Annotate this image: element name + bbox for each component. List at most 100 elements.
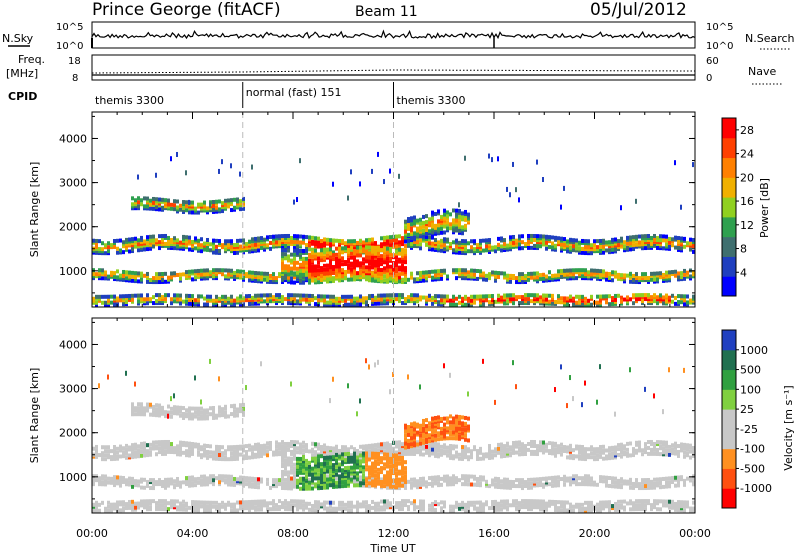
heatmap-cell (386, 476, 389, 481)
heatmap-cell (365, 269, 368, 274)
heatmap-cell (125, 294, 128, 299)
heatmap-cell (491, 270, 494, 275)
heatmap-cell (380, 477, 383, 482)
heatmap-cell (149, 499, 152, 504)
heatmap-cell (614, 237, 617, 242)
heatmap-cell (299, 268, 302, 273)
heatmap-cell (632, 277, 635, 282)
heatmap-cell (188, 475, 191, 480)
heatmap-cell (359, 459, 362, 464)
heatmap-cell (365, 271, 368, 276)
heatmap-cell (215, 244, 218, 249)
heatmap-cell (350, 453, 353, 458)
y-tick-label: 4000 (59, 132, 87, 145)
heatmap-cell (548, 270, 551, 275)
heatmap-cell (290, 239, 293, 244)
heatmap-cell (230, 455, 233, 460)
heatmap-cell (164, 241, 167, 246)
heatmap-cell (329, 469, 332, 474)
heatmap-cell (125, 443, 128, 448)
heatmap-cell (266, 481, 269, 486)
heatmap-cell (263, 271, 266, 276)
heatmap-cell (386, 279, 389, 284)
heatmap-cell (380, 442, 383, 447)
heatmap-cell (182, 406, 185, 411)
heatmap-cell (254, 278, 257, 283)
heatmap-cell (221, 159, 223, 165)
heatmap-cell (152, 295, 155, 300)
heatmap-cell (590, 268, 593, 273)
heatmap-cell (161, 440, 164, 445)
heatmap-cell (314, 302, 317, 307)
heatmap-cell (635, 272, 638, 277)
heatmap-cell (386, 272, 389, 277)
heatmap-cell (230, 245, 233, 250)
heatmap-cell (500, 271, 503, 276)
heatmap-cell (512, 293, 515, 298)
heatmap-cell (530, 299, 533, 304)
heatmap-cell (98, 508, 101, 513)
heatmap-cell (521, 246, 524, 251)
heatmap-cell (233, 449, 236, 454)
heatmap-cell (173, 207, 176, 212)
heatmap-cell (137, 479, 140, 484)
heatmap-cell (605, 240, 608, 245)
heatmap-cell (323, 447, 326, 452)
heatmap-cell (329, 455, 332, 460)
heatmap-cell (464, 217, 467, 222)
heatmap-cell (509, 297, 512, 302)
heatmap-cell (341, 500, 344, 505)
heatmap-cell (428, 241, 431, 246)
heatmap-cell (323, 467, 326, 472)
heatmap-cell (395, 461, 398, 466)
heatmap-cell (368, 481, 371, 486)
heatmap-cell (512, 161, 514, 167)
heatmap-cell (287, 478, 290, 483)
heatmap-cell (353, 465, 356, 470)
heatmap-cell (584, 296, 587, 301)
heatmap-cell (227, 272, 230, 277)
heatmap-cell (452, 268, 455, 273)
heatmap-cell (200, 272, 203, 277)
heatmap-cell (284, 454, 287, 459)
heatmap-cell (356, 275, 359, 280)
heatmap-cell (305, 297, 308, 302)
heatmap-cell (365, 483, 368, 488)
heatmap-cell (293, 275, 296, 280)
heatmap-cell (206, 449, 209, 454)
heatmap-cell (455, 268, 458, 273)
heatmap-cell (530, 271, 533, 276)
heatmap-cell (131, 278, 134, 283)
heatmap-cell (131, 293, 134, 298)
heatmap-cell (419, 225, 422, 230)
heatmap-cell (323, 294, 326, 299)
heatmap-cell (302, 452, 305, 457)
heatmap-cell (383, 462, 386, 467)
heatmap-cell (272, 234, 275, 239)
heatmap-cell (200, 202, 203, 207)
heatmap-cell (530, 233, 533, 238)
heatmap-cell (236, 413, 239, 418)
heatmap-cell (494, 249, 497, 254)
heatmap-cell (404, 466, 407, 471)
heatmap-cell (236, 238, 239, 243)
heatmap-cell (275, 484, 278, 489)
heatmap-cell (149, 486, 152, 491)
heatmap-cell (146, 297, 149, 302)
heatmap-cell (236, 242, 239, 247)
heatmap-cell (149, 446, 152, 451)
heatmap-cell (149, 297, 152, 302)
heatmap-cell (116, 500, 119, 505)
heatmap-cell (677, 271, 680, 276)
heatmap-cell (224, 502, 227, 507)
heatmap-cell (347, 451, 350, 456)
heatmap-cell (440, 294, 443, 299)
heatmap-cell (404, 503, 407, 508)
heatmap-cell (401, 251, 404, 256)
heatmap-cell (275, 276, 278, 281)
heatmap-cell (458, 214, 461, 219)
heatmap-cell (563, 185, 565, 191)
heatmap-cell (161, 272, 164, 277)
heatmap-cell (530, 293, 533, 298)
heatmap-cell (254, 236, 257, 241)
